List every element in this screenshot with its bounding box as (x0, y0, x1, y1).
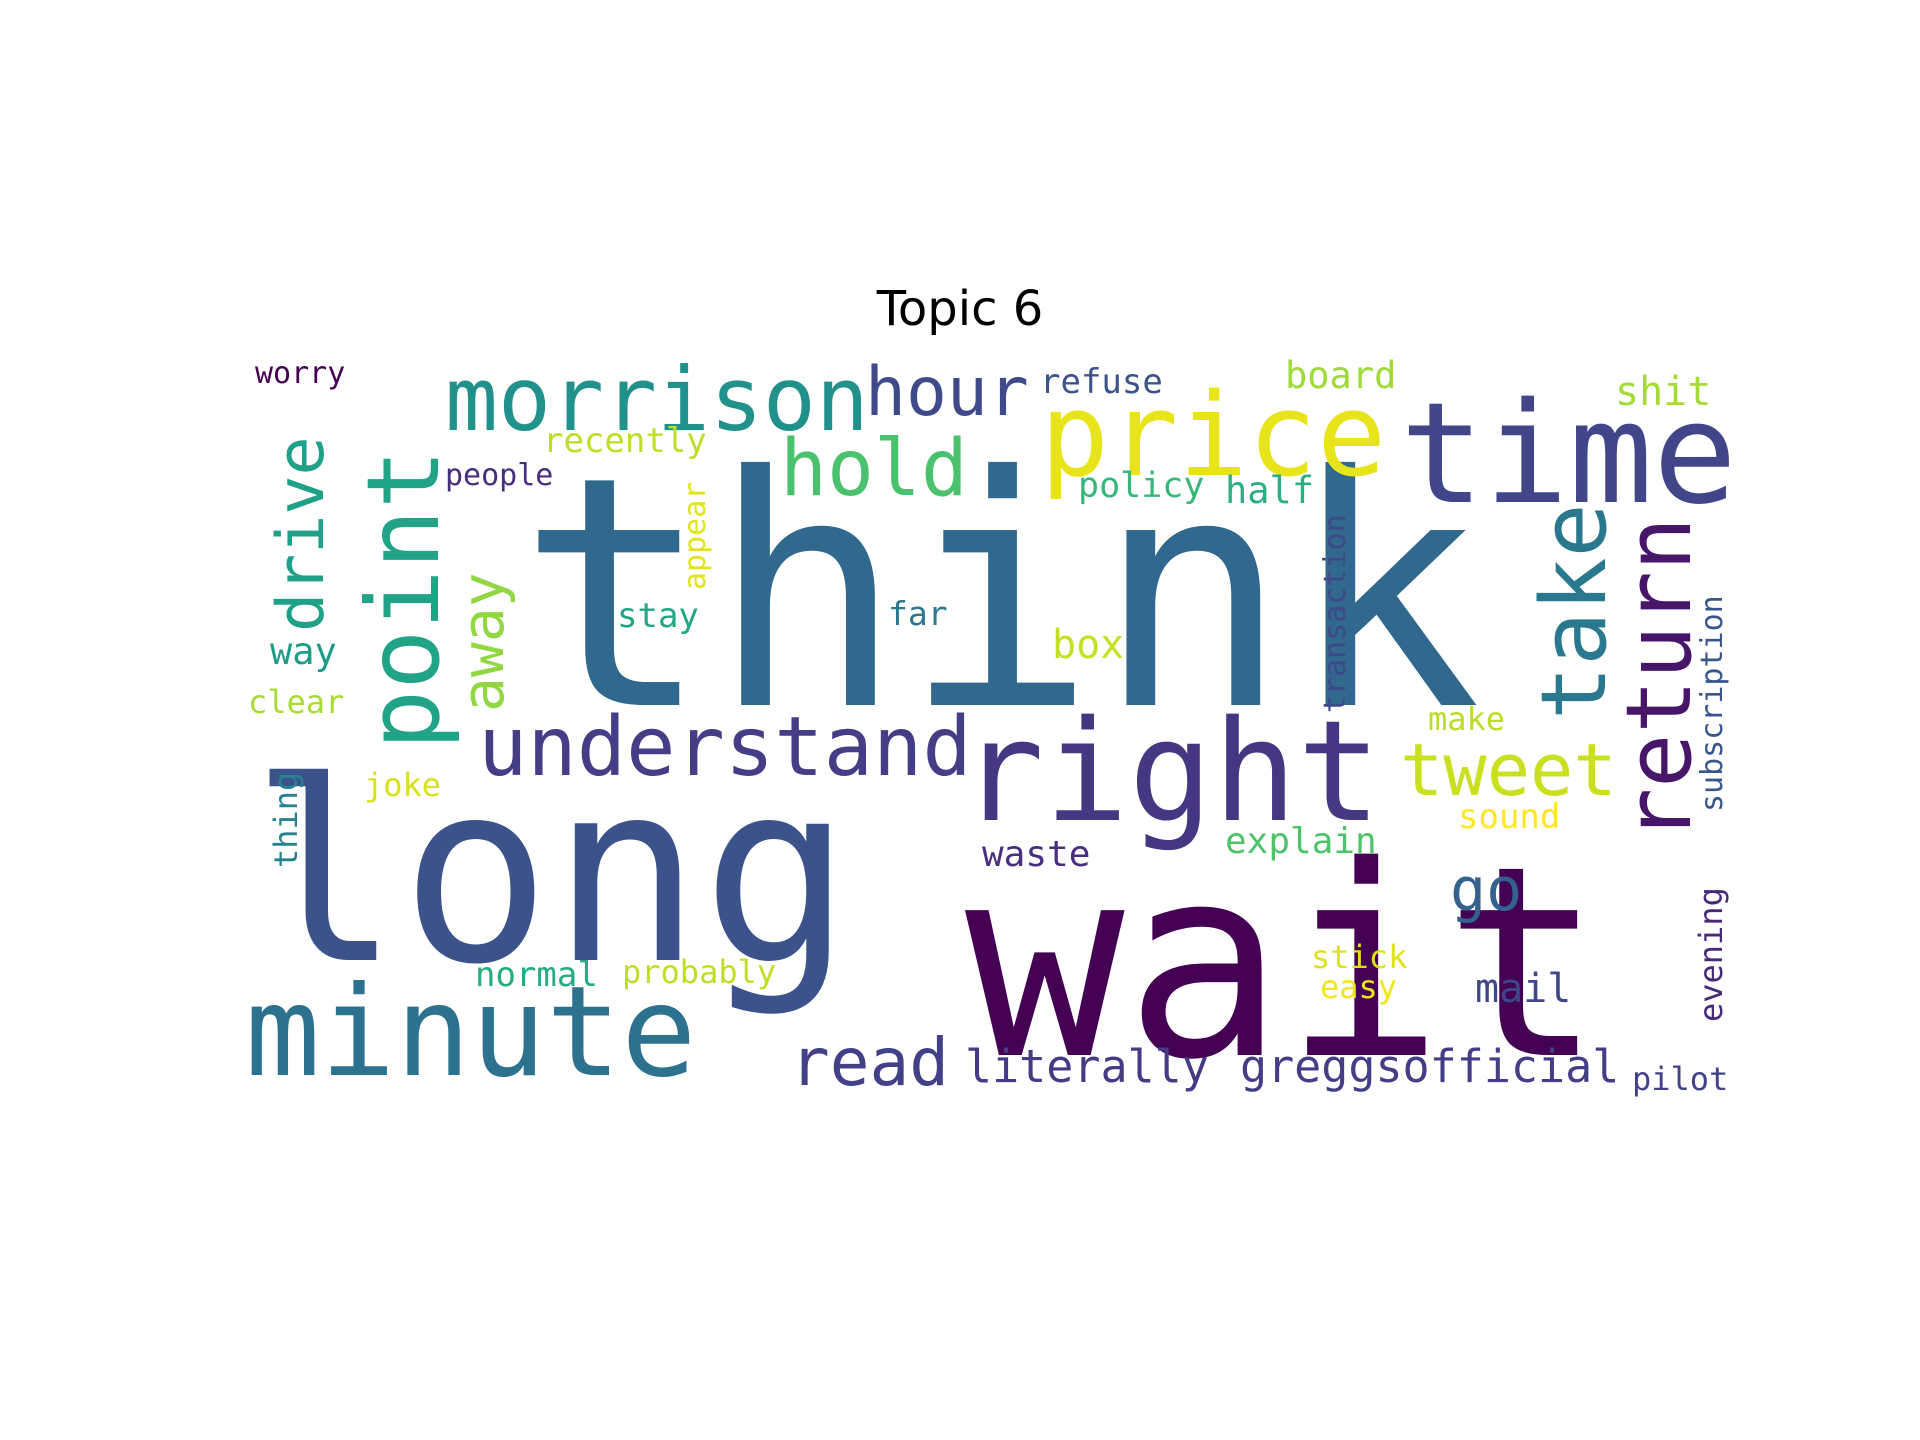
word-joke: joke (364, 766, 441, 804)
word-time: time (1400, 373, 1737, 536)
word-box: box (1052, 622, 1124, 668)
word-subscription: subscription (1695, 595, 1730, 812)
word-understand: understand (478, 700, 972, 795)
word-far: far (888, 594, 948, 633)
word-away: away (449, 572, 517, 712)
word-go: go (1450, 855, 1522, 925)
word-normal: normal (475, 955, 598, 995)
word-take: take (1522, 503, 1627, 720)
word-half: half (1225, 469, 1314, 512)
word-clear: clear (248, 683, 344, 721)
word-right: right (960, 691, 1381, 854)
word-minute: minute (245, 960, 697, 1105)
word-price: price (1040, 369, 1386, 503)
word-refuse: refuse (1040, 362, 1163, 402)
word-wait: wait (965, 810, 1603, 1118)
word-people: people (445, 458, 553, 493)
chart-title: Topic 6 (876, 281, 1044, 337)
word-morrison: morrison (445, 348, 869, 451)
word-sound: sound (1458, 797, 1560, 837)
word-stay: stay (617, 596, 699, 636)
word-way: way (270, 630, 337, 673)
word-tweet: tweet (1400, 728, 1617, 812)
word-point: point (345, 449, 462, 750)
word-board: board (1285, 354, 1396, 397)
word-return: return (1607, 517, 1712, 842)
word-easy: easy (1320, 968, 1397, 1006)
word-probably: probably (622, 953, 776, 991)
word-recently: recently (543, 421, 707, 461)
word-literally: literally (965, 1040, 1209, 1093)
word-make: make (1428, 700, 1505, 738)
word-drive: drive (264, 436, 339, 632)
word-worry: worry (255, 356, 345, 391)
word-stick: stick (1311, 938, 1407, 976)
word-waste: waste (982, 834, 1090, 875)
word-mail: mail (1475, 966, 1571, 1012)
word-evening: evening (1692, 887, 1730, 1022)
word-shit: shit (1615, 369, 1711, 415)
word-read: read (790, 1024, 949, 1101)
word-policy: policy (1078, 466, 1204, 506)
word-transaction: transaction (1318, 514, 1353, 713)
word-think: think (518, 409, 1481, 781)
word-hold: hold (780, 424, 968, 514)
word-long: long (250, 728, 852, 1019)
word-explain: explain (1225, 821, 1377, 862)
word-pilot: pilot (1632, 1060, 1728, 1098)
word-hour: hour (865, 353, 1029, 432)
word-greggsofficial: greggsofficial (1240, 1040, 1619, 1093)
word-appear: appear (678, 482, 713, 590)
word-thing: thing (267, 772, 305, 868)
